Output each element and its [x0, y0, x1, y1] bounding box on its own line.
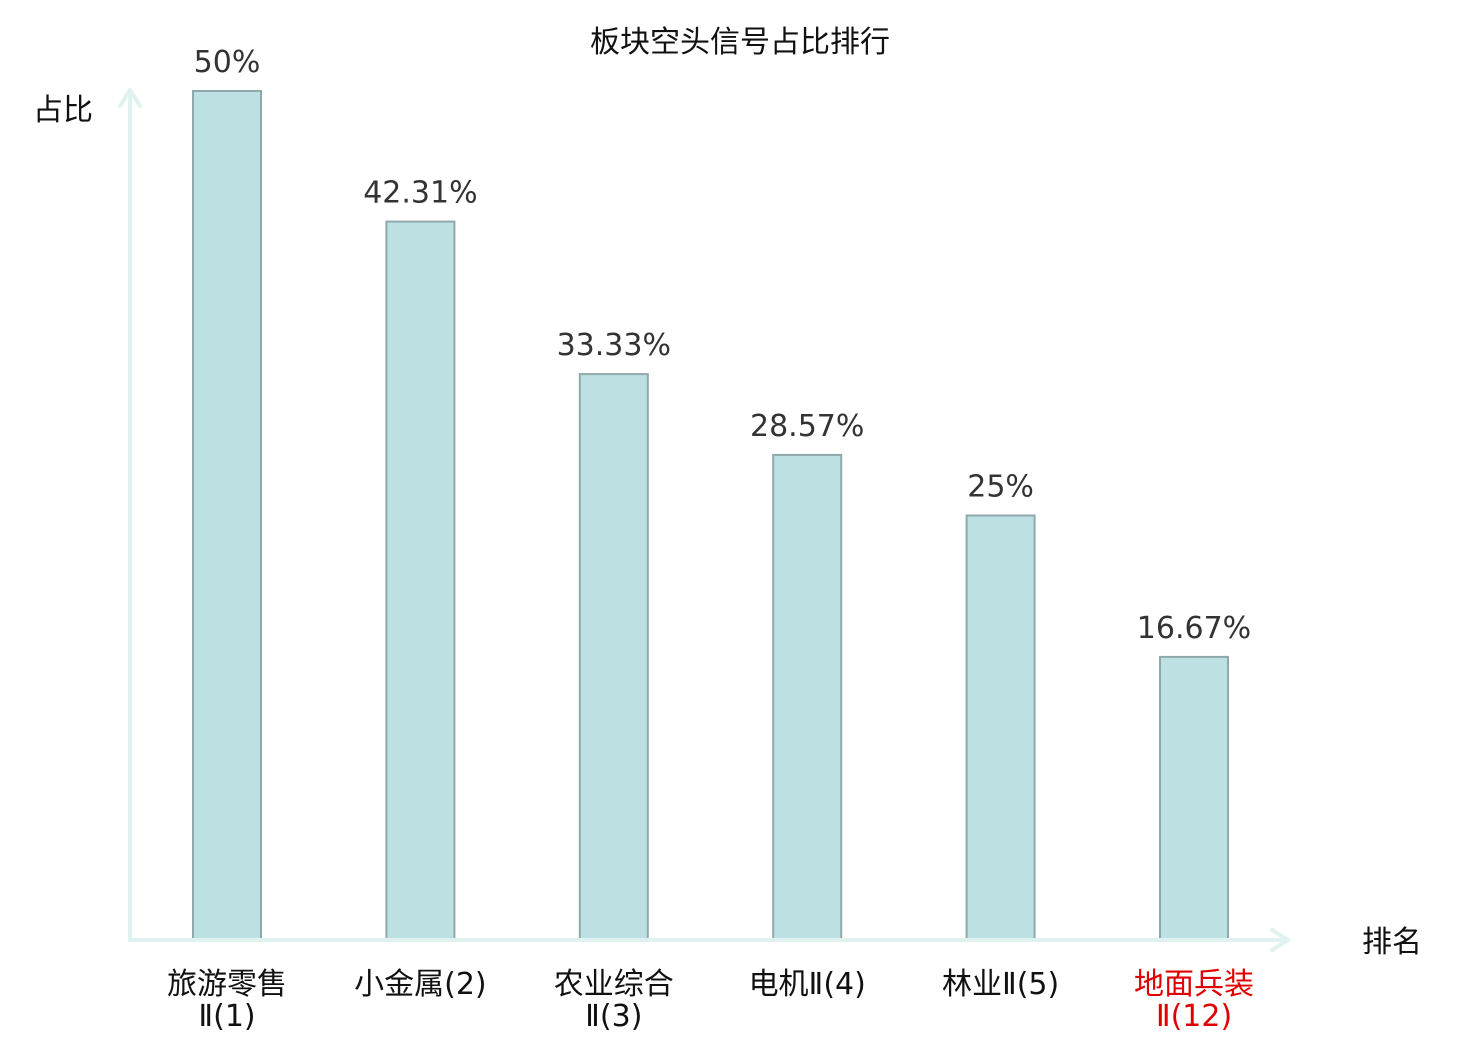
value-label-4: 28.57%: [750, 409, 864, 444]
category-label-6-line-1: 地面兵装: [1134, 967, 1254, 1002]
value-label-3: 33.33%: [557, 328, 671, 363]
y-axis-arrow: [118, 88, 142, 108]
bar-6: [1159, 655, 1229, 942]
category-label-3-line-1: 农业综合: [554, 967, 674, 1002]
bar-5: [965, 514, 1036, 941]
value-label-5: 25%: [967, 470, 1034, 505]
category-label-1-line-1: 旅游零售: [167, 967, 287, 1002]
category-label-4-line-1: 电机Ⅱ(4): [749, 967, 866, 1002]
x-axis-arrow: [1270, 928, 1290, 952]
value-labels-group: 50% 42.31% 33.33% 28.57% 25% 16.67%: [194, 45, 1252, 646]
bar-1: [192, 90, 262, 941]
category-label-2-line-1: 小金属(2): [354, 967, 487, 1002]
bar-3: [578, 373, 649, 942]
chart-title: 板块空头信号占比排行: [590, 25, 890, 60]
bar-4: [772, 453, 843, 941]
category-label-1-line-2: Ⅱ(1): [198, 999, 255, 1034]
category-label-5-line-1: 林业Ⅱ(5): [942, 967, 1059, 1002]
category-label-3-line-2: Ⅱ(3): [585, 999, 642, 1034]
x-axis-label: 排名: [1362, 925, 1422, 960]
category-label-6-line-2: Ⅱ(12): [1156, 999, 1232, 1034]
value-label-6: 16.67%: [1137, 611, 1251, 646]
bars-group: [192, 90, 1229, 942]
bar-2: [385, 220, 456, 942]
y-axis-label: 占比: [33, 93, 93, 128]
value-label-1: 50%: [194, 45, 261, 80]
value-label-2: 42.31%: [363, 176, 477, 211]
